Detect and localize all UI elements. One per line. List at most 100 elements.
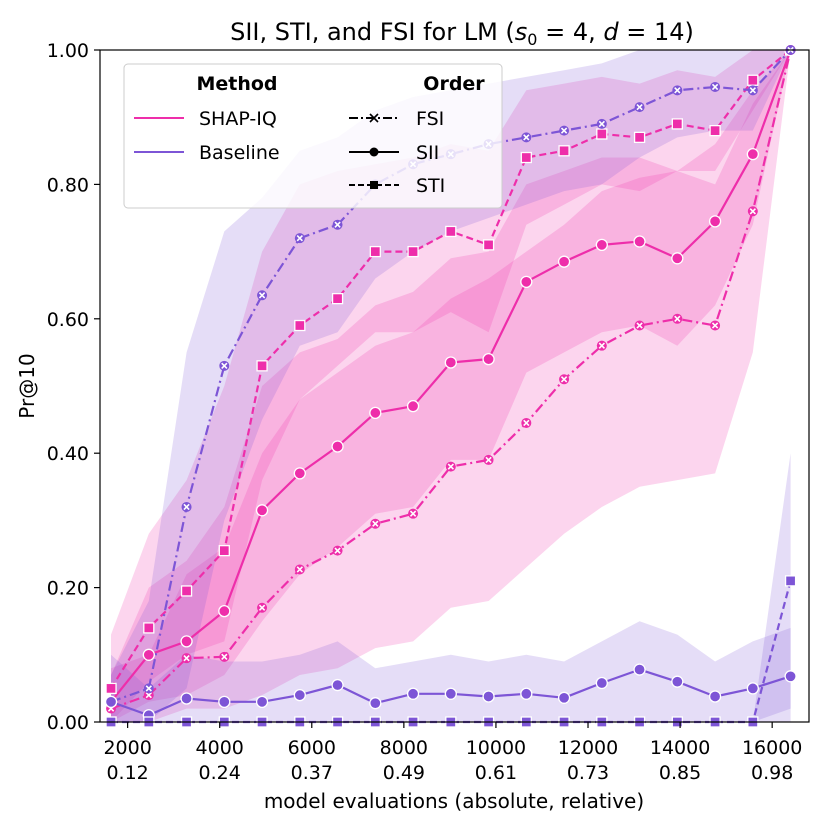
baseline-fsi-point-2 — [181, 501, 192, 512]
shap-iq-sti-point-4 — [256, 360, 268, 372]
x-axis-label: model evaluations (absolute, relative) — [264, 789, 644, 813]
baseline-fsi-point-14-cross — [636, 103, 643, 111]
baseline-fsi-point-17 — [747, 85, 758, 96]
baseline-fsi-point-1-cross — [145, 685, 152, 692]
baseline-fsi-point-15 — [672, 85, 683, 96]
shap-iq-sti-point-9 — [445, 225, 457, 238]
baseline-sii-point-0 — [104, 695, 118, 708]
shap-iq-fsi-point-4-cross — [258, 604, 266, 611]
shap-iq-sti-point-2 — [180, 585, 193, 597]
baseline-sii-point-15 — [671, 675, 684, 688]
baseline-fsi-point-5-cross — [296, 234, 303, 242]
shap-iq-fsi-point-12 — [559, 374, 570, 385]
shap-iq-sti-point-8 — [407, 245, 419, 258]
baseline-fsi-point-1 — [143, 683, 154, 694]
baseline-sii-point-18 — [784, 670, 797, 683]
baseline-sii-point-11 — [520, 687, 533, 700]
legend-sii-swatch — [349, 147, 399, 157]
shap-iq-sti-point-1 — [143, 622, 155, 634]
x-tick-label-absolute-7: 16000 — [742, 737, 802, 759]
baseline-fsi-point-5 — [294, 233, 305, 244]
legend-fsi-label: FSI — [416, 108, 444, 130]
baseline-sii-point-10 — [482, 690, 495, 703]
x-tick-label-relative-1: 0.24 — [199, 762, 241, 784]
x-tick-label-relative-2: 0.37 — [291, 762, 333, 784]
shap-iq-sti-point-0 — [105, 682, 117, 695]
legend: Method Order SHAP-IQ Baseline FSI SII ST… — [123, 63, 503, 209]
y-tick-label-5: 1.00 — [47, 40, 89, 62]
baseline-fsi-point-4-cross — [258, 292, 266, 299]
baseline-sii-point-7 — [369, 697, 382, 710]
y-tick-label-0: 0.00 — [47, 712, 89, 734]
shap-iq-sii-point-9 — [444, 356, 457, 369]
shap-iq-sti-point-16 — [709, 124, 721, 137]
shap-iq-sii-point-4 — [255, 504, 269, 517]
x-tick-label-absolute-3: 8000 — [380, 737, 428, 759]
baseline-sii-point-12 — [557, 691, 571, 704]
shap-iq-sti-point-3 — [218, 544, 230, 557]
baseline-fsi-point-15-cross — [674, 87, 681, 94]
title-s-var: s — [515, 18, 528, 46]
shap-iq-sti-point-5 — [294, 319, 306, 332]
x-tick-label-absolute-4: 10000 — [466, 737, 526, 759]
shap-iq-fsi-point-8 — [408, 508, 419, 519]
shap-iq-fsi-point-4 — [257, 602, 268, 613]
baseline-fsi-point-13 — [596, 118, 607, 129]
shap-iq-fsi-point-9-cross — [447, 463, 454, 470]
x-tick-label-relative-4: 0.61 — [475, 762, 517, 784]
shap-iq-sii-point-17 — [746, 148, 759, 161]
shap-iq-sii-point-12 — [557, 255, 571, 268]
baseline-fsi-point-3 — [219, 360, 230, 371]
x-tick-label-absolute-1: 4000 — [196, 737, 244, 759]
legend-order-title: Order — [423, 73, 485, 95]
x-tick-label-relative-3: 0.49 — [383, 762, 425, 784]
baseline-sii-point-6 — [331, 678, 344, 692]
shap-iq-fsi-point-15 — [672, 313, 683, 324]
shap-iq-sii-point-1 — [142, 648, 155, 661]
baseline-fsi-point-11-cross — [523, 134, 530, 141]
shap-iq-sii-point-10 — [482, 352, 495, 366]
baseline-fsi-point-16-cross — [711, 83, 719, 91]
baseline-sii-point-4 — [255, 695, 269, 708]
baseline-sii-band — [111, 621, 791, 722]
x-tick-label-relative-6: 0.85 — [659, 762, 701, 784]
baseline-fsi-point-17-cross — [749, 87, 756, 94]
shap-iq-sii-point-3 — [218, 604, 231, 618]
shap-iq-sti-point-14 — [633, 131, 646, 144]
shap-iq-fsi-point-12-cross — [560, 376, 568, 383]
baseline-fsi-point-14 — [634, 102, 645, 113]
shap-iq-fsi-point-8-cross — [409, 510, 417, 517]
baseline-sii-point-3 — [218, 695, 231, 708]
baseline-sii-point-16 — [708, 690, 722, 703]
x-tick-label-absolute-2: 6000 — [288, 737, 336, 759]
x-tick-label-absolute-6: 14000 — [650, 737, 710, 759]
shap-iq-sii-point-15 — [671, 252, 684, 265]
x-tick-label-absolute-0: 2000 — [103, 737, 151, 759]
shap-iq-fsi-point-10-cross — [485, 456, 492, 464]
chart-title: SII, STI, and FSI for LM (s0 = 4, d = 14… — [230, 18, 694, 49]
shap-iq-sti-point-7 — [369, 245, 381, 258]
baseline-fsi-point-12-cross — [560, 127, 568, 134]
baseline-sii-point-17 — [746, 682, 759, 695]
shap-iq-fsi-point-13-cross — [598, 342, 605, 349]
shap-iq-fsi-point-6-cross — [334, 547, 341, 554]
baseline-sii-point-13 — [595, 676, 608, 690]
baseline-sti-point-18 — [784, 575, 797, 587]
shap-iq-fsi-band — [111, 50, 791, 722]
x-tick-label-relative-0: 0.12 — [106, 762, 148, 784]
baseline-fsi-point-3-cross — [221, 362, 228, 370]
legend-sii-label: SII — [416, 142, 439, 164]
title-s-sub: 0 — [527, 30, 537, 49]
shap-iq-fsi-point-16 — [710, 320, 721, 331]
title-d-eq: = 14) — [619, 18, 694, 46]
legend-box — [123, 63, 503, 209]
baseline-fsi-point-4 — [257, 290, 268, 301]
shap-iq-sti-point-10 — [482, 239, 495, 251]
shap-iq-fsi-point-2-cross — [183, 654, 190, 662]
baseline-fsi-point-13-cross — [598, 120, 605, 128]
x-tick-label-absolute-5: 12000 — [558, 737, 618, 759]
shap-iq-sii-point-2 — [180, 635, 193, 648]
legend-method-title: Method — [196, 73, 277, 95]
shap-iq-sti-point-17 — [747, 74, 759, 86]
